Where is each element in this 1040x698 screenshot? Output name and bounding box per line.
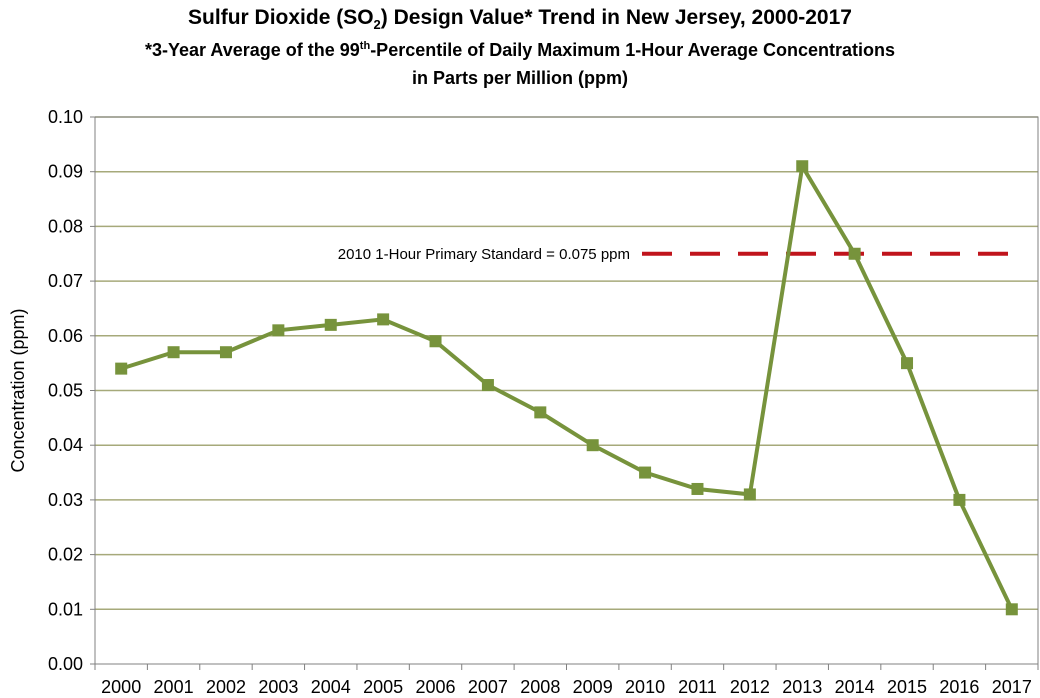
- data-point-marker: [167, 346, 180, 359]
- data-series: [115, 160, 1018, 616]
- y-tick-label: 0.08: [48, 216, 83, 236]
- x-tick-label: 2004: [311, 677, 351, 697]
- plot-area-frame: [94, 116, 1039, 665]
- data-point-marker: [848, 247, 861, 260]
- x-tick-label: 2011: [678, 677, 717, 697]
- x-tick-label: 2014: [835, 677, 875, 697]
- x-tick-label: 2000: [101, 677, 141, 697]
- data-point-marker: [639, 466, 652, 479]
- data-point-marker: [901, 357, 914, 370]
- y-tick-label: 0.02: [48, 545, 83, 565]
- reference-line-label: 2010 1-Hour Primary Standard = 0.075 ppm: [338, 246, 630, 263]
- x-tick-label: 2006: [416, 677, 456, 697]
- x-tick-label: 2015: [887, 677, 927, 697]
- x-tick-label: 2005: [363, 677, 403, 697]
- y-tick-label: 0.07: [48, 271, 83, 291]
- x-tick-label: 2009: [573, 677, 613, 697]
- x-tick-label: 2001: [154, 677, 194, 697]
- x-tick-label: 2017: [992, 677, 1032, 697]
- data-point-marker: [272, 324, 285, 337]
- data-point-marker: [534, 406, 547, 419]
- data-point-marker: [324, 318, 337, 331]
- data-point-marker: [953, 493, 966, 506]
- chart-title: Sulfur Dioxide (SO2) Design Value* Trend…: [188, 6, 852, 33]
- reference-line-group: 2010 1-Hour Primary Standard = 0.075 ppm: [338, 246, 1018, 263]
- y-axis-label: Concentration (ppm): [8, 308, 28, 472]
- y-tick-label: 0.00: [48, 654, 83, 674]
- gridlines: [95, 116, 1038, 611]
- data-point-marker: [481, 379, 494, 392]
- y-tick-label: 0.09: [48, 162, 83, 182]
- data-point-marker: [586, 439, 599, 452]
- data-point-marker: [1005, 603, 1018, 616]
- x-tick-label: 2007: [468, 677, 508, 697]
- y-tick-label: 0.06: [48, 326, 83, 346]
- x-tick-label: 2013: [782, 677, 822, 697]
- x-tick-label: 2012: [730, 677, 770, 697]
- data-point-marker: [796, 160, 809, 173]
- y-axis-ticks: 0.00 0.01 0.02 0.03 0.04 0.05 0.06 0.07 0.08 0.09…: [48, 107, 95, 674]
- chart-subtitle: *3-Year Average of the 99th-Percentile o…: [145, 40, 895, 60]
- chart-subtitle-units: in Parts per Million (ppm): [411, 68, 628, 88]
- y-tick-label: 0.05: [48, 381, 83, 401]
- series-line: [120, 160, 1014, 611]
- x-tick-label: 2016: [939, 677, 979, 697]
- y-tick-label: 0.04: [48, 435, 83, 455]
- y-tick-label: 0.10: [48, 107, 83, 127]
- x-tick-label: 2003: [258, 677, 298, 697]
- data-point-marker: [219, 346, 232, 359]
- data-point-marker: [743, 488, 756, 501]
- data-point-marker: [429, 335, 442, 348]
- y-tick-label: 0.01: [48, 599, 83, 619]
- x-tick-label: 2010: [625, 677, 665, 697]
- x-tick-label: 2008: [520, 677, 560, 697]
- x-tick-label: 2002: [206, 677, 246, 697]
- data-point-marker: [115, 362, 128, 375]
- x-axis-ticks: 2000 2001 2002 2003 2004 2005 2006 2007 2008 2009…: [94, 664, 1039, 697]
- y-tick-label: 0.03: [48, 490, 83, 510]
- data-point-marker: [377, 313, 390, 326]
- data-point-marker: [691, 482, 704, 495]
